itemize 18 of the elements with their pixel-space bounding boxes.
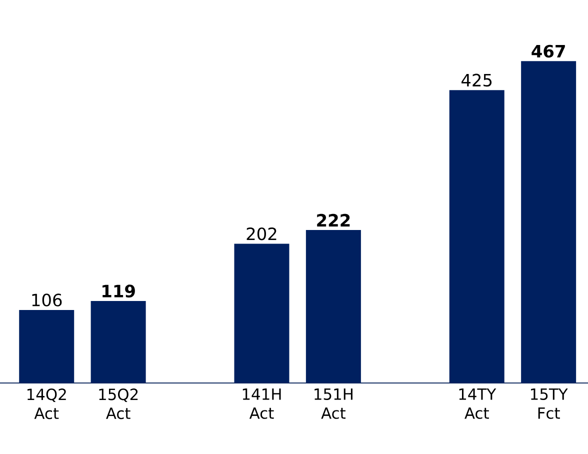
data-label: 425 bbox=[462, 74, 492, 87]
bar bbox=[90, 300, 146, 383]
x-tick-label: 141H Act bbox=[242, 388, 281, 419]
x-tick-label: 14Q2 Act bbox=[28, 388, 66, 420]
data-label: 222 bbox=[317, 214, 350, 226]
data-label: 202 bbox=[246, 227, 276, 240]
data-label: 106 bbox=[32, 294, 62, 306]
bar bbox=[234, 244, 290, 383]
x-tick-label: 15TY Fct bbox=[531, 388, 568, 419]
x-tick-label: 14TY Act bbox=[459, 388, 496, 419]
x-tick-label: 151H Act bbox=[314, 388, 352, 419]
bar bbox=[521, 61, 576, 383]
data-label: 119 bbox=[102, 284, 135, 298]
bar bbox=[306, 230, 361, 383]
bar bbox=[19, 310, 74, 383]
data-label: 467 bbox=[532, 44, 565, 58]
bar bbox=[449, 90, 504, 383]
x-tick-label: 15Q2 Act bbox=[99, 388, 138, 420]
